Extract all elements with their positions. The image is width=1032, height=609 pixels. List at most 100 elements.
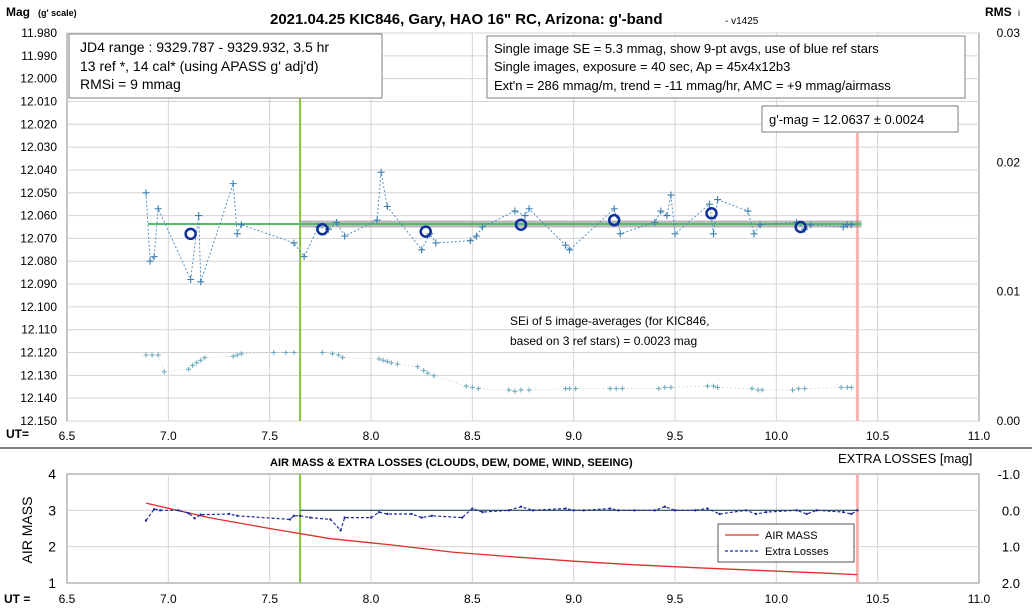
info-left-line-3: RMSi = 9 mmag: [80, 76, 181, 92]
top-x-tick-label: 6.5: [59, 429, 76, 443]
average-point: [419, 225, 432, 238]
single-image-point: [195, 212, 203, 220]
top-y-tick-label: 12.000: [20, 72, 57, 86]
extra-losses-point: [633, 509, 636, 512]
top-y-tick-label: 12.030: [20, 140, 57, 154]
top-x-tick-label: 8.0: [363, 429, 380, 443]
bottom-x-tick-label: 10.5: [866, 592, 890, 606]
rms-point: [291, 349, 297, 355]
extra-losses-point: [410, 512, 413, 516]
single-image-point: [744, 207, 752, 215]
single-image-point: [146, 257, 154, 265]
top-y-tick-label: 12.020: [20, 117, 57, 131]
top-y-tick-labels: 11.980 11.990 12.000 12.010 12.020 12.030 12.0…: [20, 26, 57, 428]
single-image-point: [466, 237, 474, 245]
rms-point: [463, 383, 469, 389]
bottom-x-tick-label: 9.5: [667, 592, 684, 606]
extra-losses-point: [653, 509, 656, 512]
top-x-tick-label: 9.0: [565, 429, 582, 443]
single-image-point: [341, 232, 349, 240]
rms-point: [613, 386, 619, 392]
bottom-x-tick-label: 7.0: [160, 592, 177, 606]
extra-losses-point: [144, 519, 148, 522]
top-chart: 11.980 11.990 12.000 12.010 12.020 12.030 12.0…: [6, 5, 1020, 443]
extra-losses-point: [227, 512, 231, 516]
rms-point: [715, 384, 721, 390]
average-point: [794, 220, 807, 234]
extra-losses-point: [187, 512, 190, 515]
single-image-point: [710, 230, 718, 238]
legend-box: [717, 523, 855, 563]
top-right-tick-labels: 0.03 0.02 0.01 0.00: [997, 26, 1021, 428]
rms-point: [384, 359, 390, 365]
single-image-point: [478, 223, 486, 231]
average-point: [607, 213, 621, 227]
single-image-point: [566, 246, 574, 254]
rms-point: [271, 349, 277, 355]
single-image-point: [667, 191, 675, 199]
top-right-tick-label: 0.00: [997, 414, 1021, 428]
single-image-point: [418, 246, 426, 254]
bottom-series: [144, 502, 859, 576]
top-y-tick-label: 12.010: [20, 94, 57, 108]
info-right-line-3: Ext'n = 286 mmag/m, trend = -11 mmag/hr,…: [494, 78, 891, 93]
single-image-point: [377, 168, 385, 176]
top-x-tick-labels: 6.5 7.0 7.5 8.0 8.5 9.0 9.5 10.0 10.5 11.0: [59, 429, 991, 443]
average-point: [705, 207, 718, 220]
rms-point: [329, 351, 335, 357]
top-y-tick-label: 11.980: [21, 26, 57, 40]
bottom-x-tick-label: 9.0: [565, 592, 582, 606]
rms-point: [202, 355, 208, 361]
top-x-tick-label: 9.5: [667, 429, 684, 443]
extra-losses-point: [795, 509, 798, 512]
single-image-point: [657, 207, 665, 215]
info-right-line-2: Single images, exposure = 40 sec, Ap = 4…: [494, 59, 790, 74]
single-image-point: [651, 218, 659, 226]
rms-point: [802, 386, 808, 392]
extra-losses-point: [292, 514, 296, 517]
single-image-point: [300, 253, 308, 261]
single-image-point: [839, 223, 847, 231]
sei-label-line-1: SEi of 5 image-averages (for KIC846,: [510, 314, 709, 328]
extra-losses-point: [420, 516, 423, 519]
extra-losses-point: [298, 514, 302, 517]
extra-losses-point: [369, 516, 373, 519]
top-y-tick-label: 12.120: [20, 346, 57, 360]
rms-point: [234, 352, 240, 358]
extra-losses-point: [582, 509, 585, 512]
top-right-tick-label: 0.01: [997, 285, 1021, 299]
top-right-axis-label: RMS: [985, 5, 1012, 19]
extra-losses-point: [329, 518, 332, 521]
info-left-line-2: 13 ref *, 14 cal* (using APASS g' adj'd): [80, 58, 319, 74]
single-image-point: [671, 230, 679, 238]
rms-point: [838, 384, 844, 390]
bottom-y-axis-label: AIR MASS: [19, 497, 35, 564]
single-image-point: [610, 205, 618, 213]
extra-losses-point: [288, 518, 292, 521]
bottom-right-tick-label: 1.0: [1002, 540, 1020, 555]
top-x-tick-label: 11.0: [968, 429, 991, 443]
top-right-tick-label: 0.02: [997, 155, 1021, 169]
bottom-x-tick-labels: 6.5 7.0 7.5 8.0 8.5 9.0 9.5 10.0 10.5 11.0: [59, 592, 991, 606]
extra-losses-point: [572, 509, 575, 512]
rms-point: [190, 362, 196, 368]
top-y-tick-label: 12.110: [21, 323, 57, 337]
single-image-point: [714, 196, 722, 204]
rms-point: [194, 360, 200, 366]
extra-losses-point: [850, 512, 853, 516]
single-image-point: [525, 205, 533, 213]
extra-losses-point: [744, 509, 748, 512]
top-y-tick-label: 12.070: [20, 231, 57, 245]
top-chart-version: - v1425: [725, 16, 759, 27]
single-image-point: [616, 230, 624, 238]
extra-losses-point: [694, 509, 697, 512]
single-image-point: [562, 241, 570, 249]
bottom-x-tick-label: 11.0: [968, 592, 991, 606]
top-right-tick-label: 0.03: [997, 26, 1021, 40]
single-image-point: [373, 216, 381, 224]
info-box-left: JD4 range : 9329.787 - 9329.932, 3.5 hr …: [68, 33, 383, 99]
extra-losses-point: [343, 516, 346, 519]
single-image-point: [383, 202, 391, 210]
extra-losses-point: [815, 509, 819, 512]
rms-point: [421, 368, 427, 374]
